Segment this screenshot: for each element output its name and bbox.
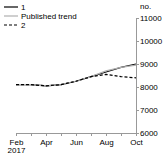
- y-axis-title: no.: [140, 2, 151, 11]
- lines: [16, 64, 136, 86]
- y-axis-line: [137, 19, 140, 134]
- legend-label: 2: [21, 21, 26, 30]
- x-tick-mark: [136, 133, 137, 136]
- y-tick-label: 10000: [140, 37, 163, 46]
- x-tick-mark: [31, 133, 32, 136]
- x-tick: [61, 133, 62, 136]
- y-tick-mark: [136, 110, 139, 111]
- y-tick-mark: [136, 41, 139, 42]
- x-tick-mark: [91, 133, 92, 136]
- y-tick: 10000: [136, 37, 163, 46]
- x-tick-mark: [16, 133, 17, 136]
- x-tick-label: Jun: [70, 138, 83, 147]
- legend-item: 1: [4, 3, 26, 12]
- y-tick-label: 6000: [140, 129, 158, 138]
- x-tick: Oct: [130, 133, 143, 147]
- y-tick: 7000: [136, 106, 158, 115]
- y-tick: 8000: [136, 83, 158, 92]
- legend-swatch: [4, 15, 18, 16]
- x-tick: Aug: [99, 133, 113, 147]
- x-tick: Feb2017: [8, 133, 26, 155]
- legend-item: 2: [4, 21, 26, 30]
- legend: 1Published trend2: [4, 3, 77, 30]
- legend-swatch: [4, 6, 18, 7]
- x-tick-mark: [46, 133, 47, 136]
- y-tick: 11000: [136, 14, 162, 23]
- y-axis: 6000 7000 8000 9000 10000 11000: [136, 14, 163, 138]
- x-axis-line: [17, 134, 137, 137]
- x-tick-mark: [106, 133, 107, 136]
- x-tick: [121, 133, 122, 136]
- y-tick-mark: [136, 87, 139, 88]
- x-tick: Jun: [70, 133, 83, 147]
- y-tick: 9000: [136, 60, 158, 69]
- x-tick: [31, 133, 32, 136]
- chart: 6000 7000 8000 9000 10000 11000 no. Feb2017 Apr J…: [0, 0, 166, 166]
- legend-label: Published trend: [21, 12, 77, 21]
- y-tick-label: 9000: [140, 60, 158, 69]
- y-tick-label: 11000: [140, 14, 162, 23]
- x-tick-mark: [76, 133, 77, 136]
- x-tick-label: Aug: [99, 138, 113, 147]
- x-tick-label: Feb2017: [8, 138, 26, 155]
- y-tick-label: 8000: [140, 83, 158, 92]
- y-tick-mark: [136, 64, 139, 65]
- x-tick: [91, 133, 92, 136]
- x-tick-mark: [61, 133, 62, 136]
- series-line: [16, 65, 136, 86]
- series-line: [16, 74, 136, 86]
- legend-label: 1: [21, 3, 26, 12]
- series-line: [16, 64, 136, 86]
- x-tick-label: Oct: [130, 138, 143, 147]
- y-tick-label: 7000: [140, 106, 158, 115]
- legend-item: Published trend: [4, 12, 77, 21]
- x-tick-mark: [121, 133, 122, 136]
- legend-swatch: [4, 24, 18, 25]
- x-axis: Feb2017 Apr Jun Aug Oct: [8, 133, 144, 155]
- x-tick: Apr: [40, 133, 53, 147]
- y-tick-mark: [136, 18, 139, 19]
- x-tick-label: Apr: [40, 138, 53, 147]
